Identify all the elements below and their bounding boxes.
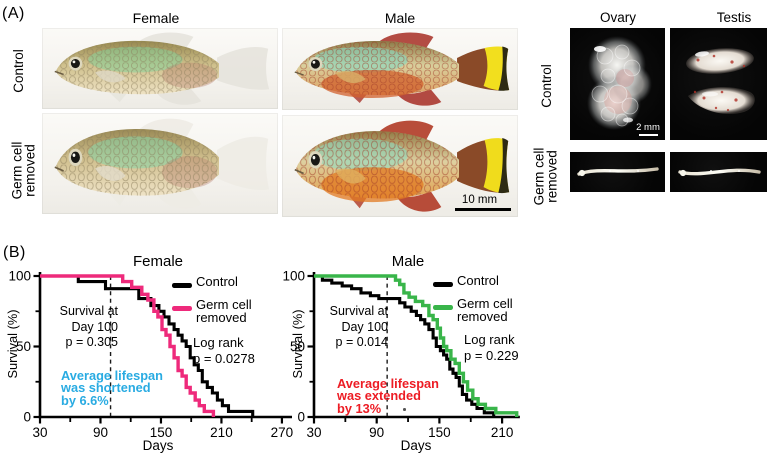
legend-label-germ-cell-removed: Germ cell removed <box>196 297 252 325</box>
survival-at-day-100-annotation: Survival at Day 100 p = 0.305 <box>59 304 118 349</box>
testis-column-header: Testis <box>716 10 752 25</box>
photo-male-control-fish <box>282 28 518 110</box>
female-plot-title: Female <box>132 253 184 270</box>
svg-text:90: 90 <box>369 425 384 440</box>
fish-row-label-control: Control <box>10 49 26 93</box>
gonad-scale-bar <box>639 134 658 136</box>
svg-text:0: 0 <box>297 410 305 425</box>
lifespan-shortened-annotation: Average lifespan was shortened by 6.6% <box>61 368 163 408</box>
regressed-gonad-drawing <box>577 167 659 177</box>
legend-label-germ-cell-removed: Germ cell removed <box>457 296 513 324</box>
panel-a-label: (A) <box>2 5 25 22</box>
testis-drawing <box>686 48 755 115</box>
svg-text:50: 50 <box>16 339 31 354</box>
gonad-row-label-control: Control <box>538 64 554 108</box>
fish-scale-bar <box>455 208 511 211</box>
legend-label-control: Control <box>457 273 499 288</box>
svg-text:30: 30 <box>306 425 321 440</box>
svg-text:270: 270 <box>271 425 294 440</box>
photo-testis-control <box>670 28 767 140</box>
female-column-header: Female <box>132 10 180 26</box>
ovary-drawing <box>587 36 652 130</box>
log-rank-annotation: Log rank p = 0.229 <box>464 332 519 363</box>
legend-swatch-control <box>172 283 192 288</box>
stray-period-mark <box>403 408 406 411</box>
male-plot-title: Male <box>391 253 425 270</box>
svg-text:100: 100 <box>8 269 31 284</box>
survival-at-day-100-annotation: Survival at Day 100 p = 0.014 <box>329 304 388 349</box>
photo-female-control-fish <box>42 28 278 109</box>
male-column-header: Male <box>384 10 416 26</box>
fish-row-label-germ-cell-removed: Germ cell removed <box>9 141 37 200</box>
photo-male-germ-cell-removed-fish <box>282 115 518 217</box>
female-x-axis-label: Days <box>142 438 174 453</box>
photo-female-germ-cell-removed-fish <box>42 113 278 214</box>
ovary-column-header: Ovary <box>599 10 636 25</box>
legend-swatch-germ-cell-removed <box>433 305 453 310</box>
mc-fish-drawing <box>294 32 510 106</box>
svg-text:30: 30 <box>32 425 47 440</box>
female-y-axis-label: Survival (%) <box>4 309 20 379</box>
svg-text:210: 210 <box>210 425 233 440</box>
gonad-row-label-germ-cell-removed: Germ cell removed <box>531 147 559 206</box>
legend-label-control: Control <box>196 274 238 289</box>
log-rank-annotation: Log rank p = 0.0278 <box>193 335 255 366</box>
svg-text:50: 50 <box>290 339 305 354</box>
photo-testis-germ-cell-removed <box>670 152 767 192</box>
legend-swatch-control <box>433 282 453 287</box>
legend-swatch-germ-cell-removed <box>172 306 192 311</box>
svg-text:100: 100 <box>282 269 305 284</box>
fc-fish-drawing <box>54 32 270 105</box>
fish-scale-bar-label: 10 mm <box>461 194 498 206</box>
regressed-gonad-drawing <box>678 168 761 177</box>
lifespan-extended-annotation: Average lifespan was extended by 13% <box>337 376 439 416</box>
fr-fish-drawing <box>54 118 270 209</box>
photo-ovary-control <box>570 28 665 140</box>
female-survival-plot: 30 90 150 210 270 100 50 0 <box>8 269 294 441</box>
svg-text:150: 150 <box>428 425 451 440</box>
mr-fish-drawing <box>294 120 510 212</box>
gonad-scale-bar-label: 2 mm <box>636 122 660 133</box>
male-x-axis-label: Days <box>400 438 432 453</box>
panel-b-label: (B) <box>3 244 26 261</box>
svg-text:90: 90 <box>93 425 108 440</box>
photo-ovary-germ-cell-removed <box>570 152 665 192</box>
male-survival-plot: 30 90 150 210 100 50 0 <box>282 269 520 440</box>
svg-text:210: 210 <box>491 425 514 440</box>
svg-text:0: 0 <box>23 410 31 425</box>
svg-text:150: 150 <box>150 425 173 440</box>
